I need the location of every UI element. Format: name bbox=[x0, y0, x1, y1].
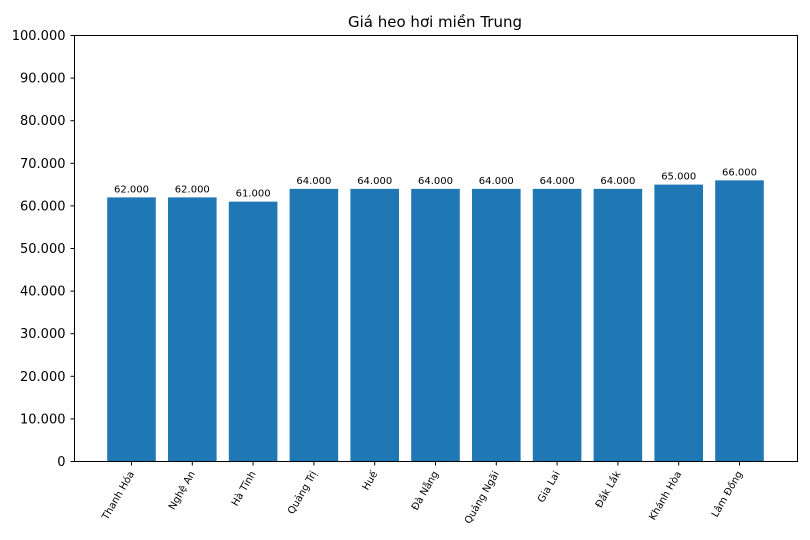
x-tick-label: Gia Lai bbox=[536, 470, 563, 505]
bar bbox=[350, 188, 399, 462]
data-label: 61.000 bbox=[236, 189, 271, 200]
y-tick-label: 70.000 bbox=[20, 157, 66, 172]
data-label: 65.000 bbox=[661, 172, 696, 183]
x-tick-label: Đắk Lắk bbox=[592, 468, 624, 510]
x-tick-label: Huế bbox=[360, 468, 381, 492]
y-tick-label: 10.000 bbox=[20, 412, 66, 427]
bar bbox=[715, 180, 764, 462]
y-tick-label: 40.000 bbox=[20, 285, 66, 300]
x-tick-label: Quảng Trị bbox=[285, 469, 319, 516]
y-tick-label: 100.000 bbox=[12, 29, 66, 44]
bar bbox=[289, 188, 339, 462]
y-tick-label: 90.000 bbox=[20, 72, 66, 87]
data-label: 64.000 bbox=[600, 176, 635, 187]
y-tick-label: 20.000 bbox=[20, 370, 66, 385]
y-tick-label: 0 bbox=[57, 455, 65, 470]
y-tick-label: 80.000 bbox=[20, 114, 66, 129]
data-label: 64.000 bbox=[296, 176, 331, 187]
y-tick-label: 30.000 bbox=[20, 327, 66, 342]
x-tick-label: Quảng Ngãi bbox=[462, 469, 502, 526]
x-tick-label: Hà Tĩnh bbox=[229, 469, 259, 508]
y-axis-ticks: 0 10.000 20.000 30.000 40.000 50.000 60.000 70.… bbox=[12, 29, 75, 470]
x-tick-label: Nghệ An bbox=[166, 469, 198, 512]
chart-title: Giá heo hơi miền Trung bbox=[348, 13, 522, 31]
bar bbox=[593, 188, 643, 462]
data-label: 64.000 bbox=[418, 176, 453, 187]
bar bbox=[168, 197, 217, 462]
x-tick-label: Lâm Đồng bbox=[709, 469, 745, 519]
plot-frame bbox=[74, 35, 798, 462]
bar bbox=[107, 197, 156, 462]
data-label: 62.000 bbox=[175, 184, 210, 195]
x-axis-ticks: Thanh Hóa Nghệ An Hà Tĩnh Quảng Trị Huế Đà Nẵ… bbox=[99, 461, 745, 526]
bar bbox=[472, 188, 521, 462]
bar bbox=[411, 188, 460, 462]
data-label: 62.000 bbox=[114, 184, 149, 195]
y-tick-label: 60.000 bbox=[20, 199, 66, 214]
x-tick-label: Đà Nẵng bbox=[408, 469, 441, 513]
bar bbox=[228, 201, 278, 462]
data-label: 64.000 bbox=[540, 176, 575, 187]
data-label: 66.000 bbox=[722, 167, 757, 178]
x-tick-label: Thanh Hóa bbox=[99, 469, 137, 523]
data-label: 64.000 bbox=[479, 176, 514, 187]
bar bbox=[532, 188, 582, 462]
data-label: 64.000 bbox=[357, 176, 392, 187]
bars-group: 62.000 62.000 61.000 64.000 64.000 64.000 64.0… bbox=[107, 167, 764, 462]
bar bbox=[654, 184, 703, 462]
y-tick-label: 50.000 bbox=[20, 242, 66, 257]
x-tick-label: Khánh Hòa bbox=[647, 469, 685, 522]
